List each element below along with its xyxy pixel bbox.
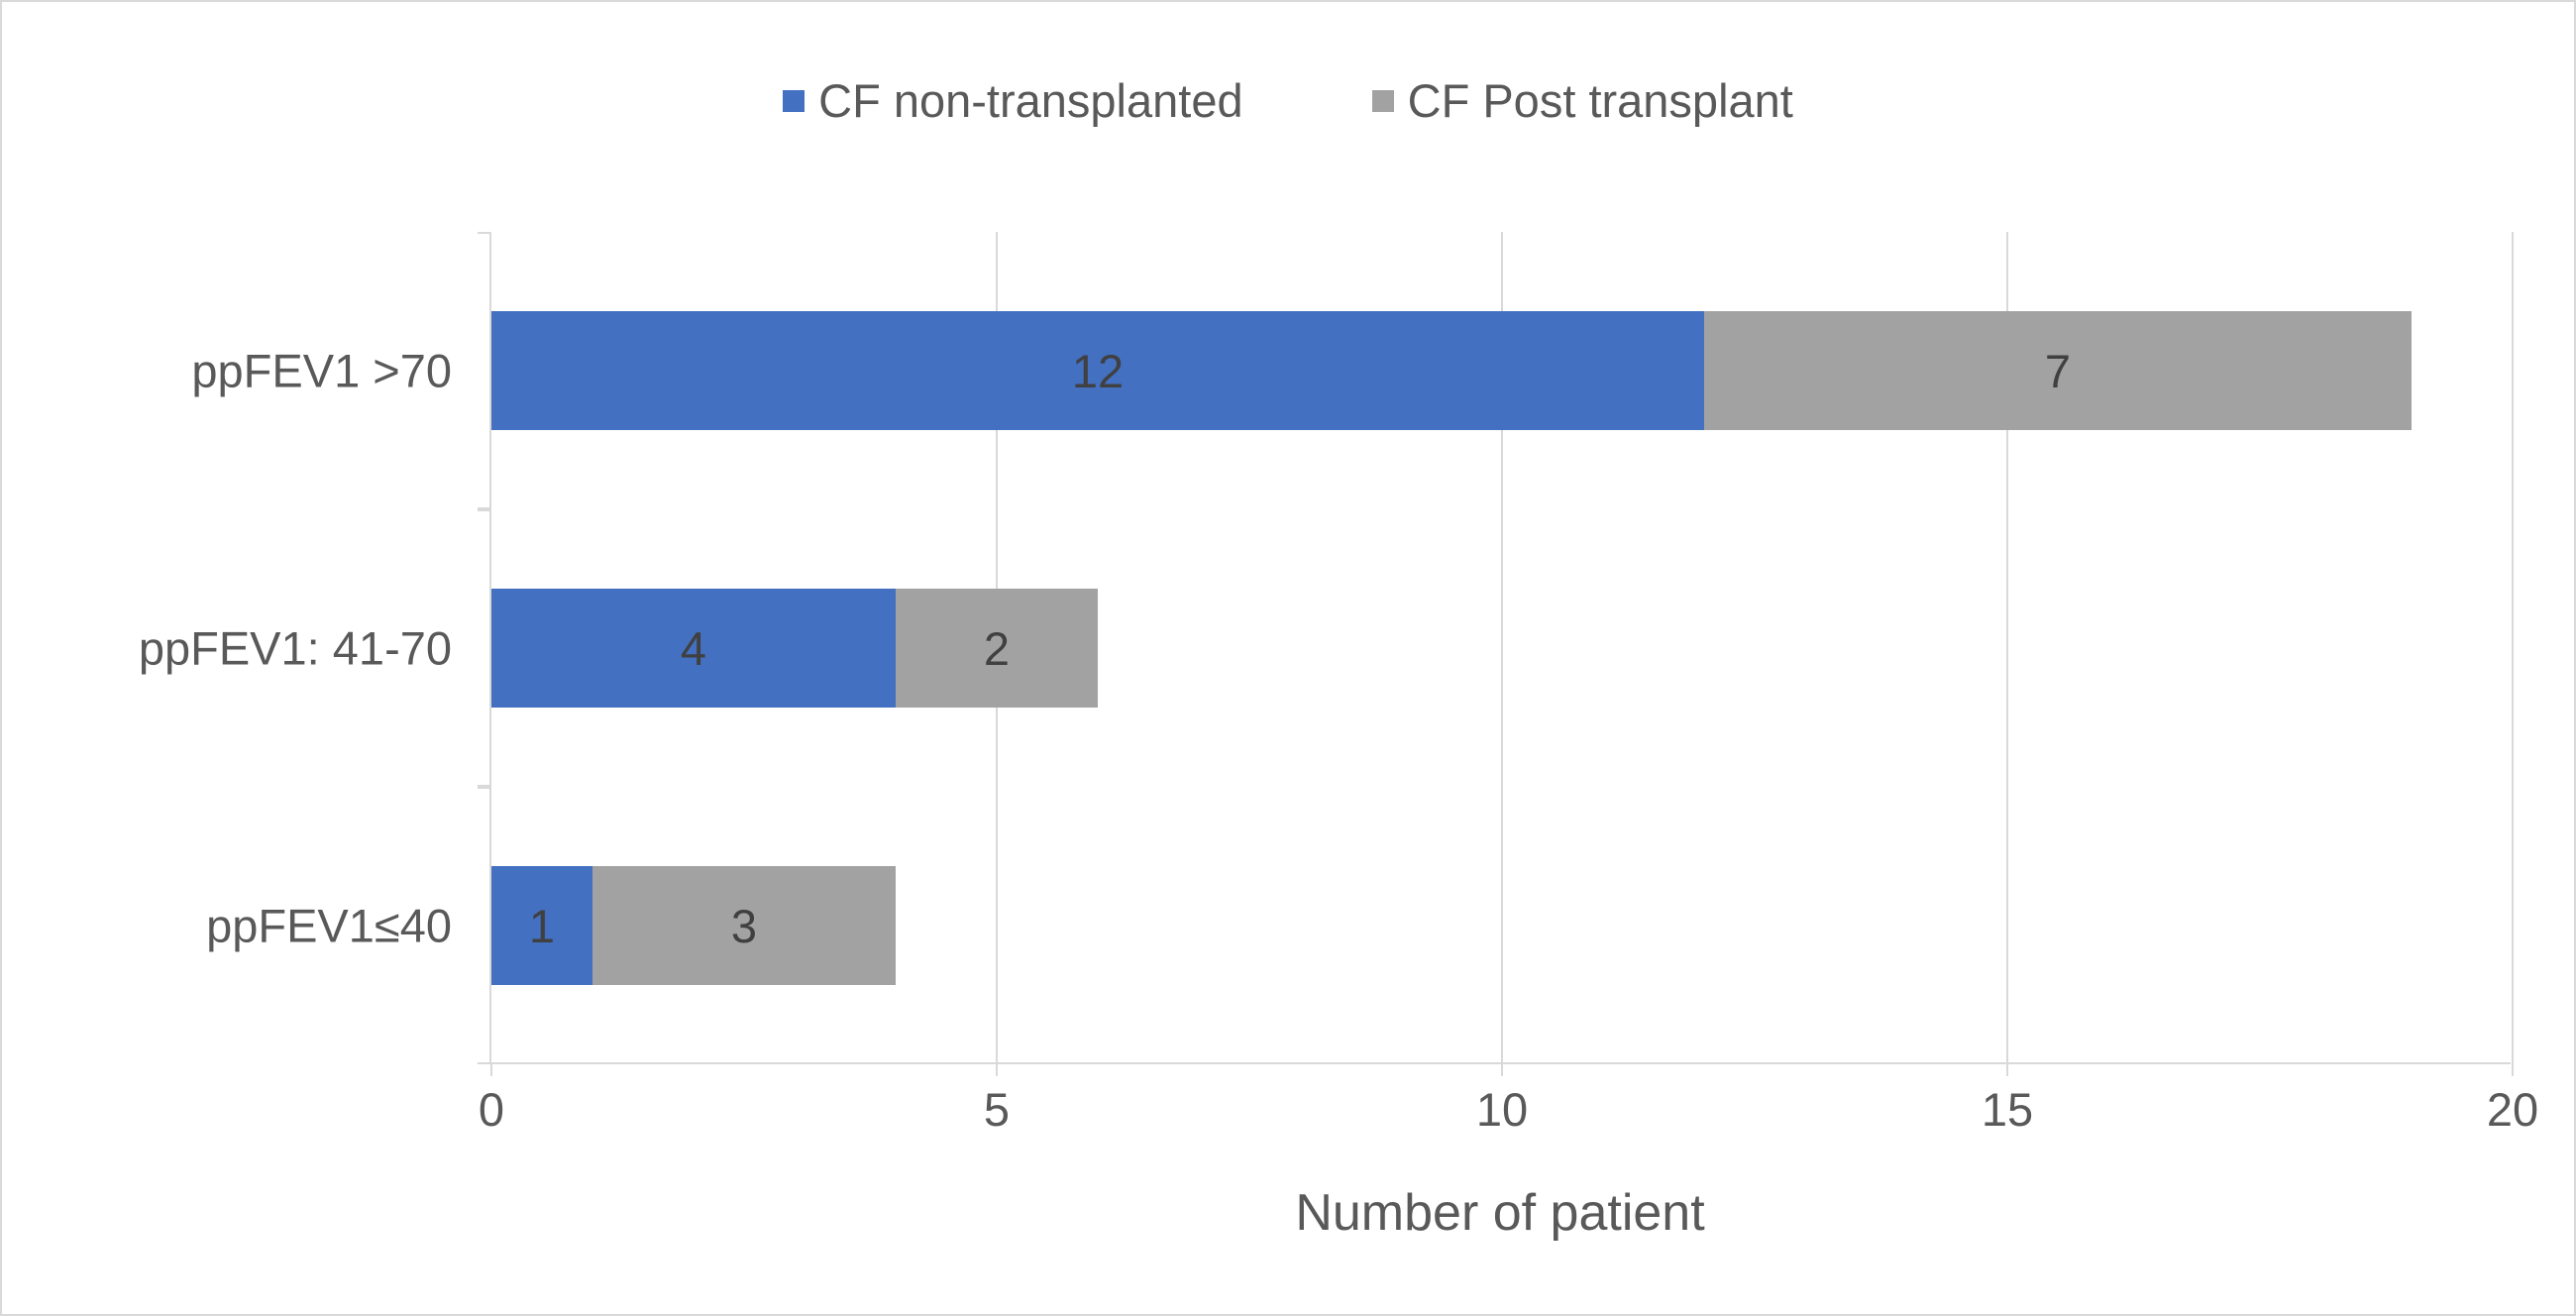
x-tick-label: 15	[1982, 1082, 2033, 1137]
x-tick	[490, 1062, 492, 1076]
x-tick	[2006, 1062, 2008, 1076]
bar-segment-s1: 1	[491, 866, 592, 985]
bar-segment-s2: 7	[1704, 311, 2412, 430]
x-tick	[2512, 1062, 2514, 1076]
bar-value: 3	[731, 899, 757, 953]
bar-segment-s2: 2	[896, 589, 1098, 708]
category-label: ppFEV1: 41-70	[139, 621, 491, 676]
bar-row: 1 3	[491, 866, 896, 985]
legend: CF non-transplanted CF Post transplant	[34, 73, 2542, 128]
legend-label-s1: CF non-transplanted	[818, 73, 1242, 128]
gridline	[2512, 232, 2514, 1062]
bar-row: 12 7	[491, 311, 2412, 430]
x-tick-label: 5	[984, 1082, 1010, 1137]
legend-item-s2: CF Post transplant	[1372, 73, 1793, 128]
category-label: ppFEV1 >70	[191, 344, 491, 398]
y-tick	[478, 787, 491, 789]
x-tick-label: 20	[2487, 1082, 2538, 1137]
legend-label-s2: CF Post transplant	[1408, 73, 1793, 128]
y-tick	[478, 509, 491, 511]
bar-segment-s1: 4	[491, 589, 896, 708]
legend-swatch-s1	[783, 90, 805, 112]
x-tick-label: 10	[1476, 1082, 1528, 1137]
x-axis-title: Number of patient	[1295, 1183, 1704, 1243]
chart-container: CF non-transplanted CF Post transplant 0…	[0, 0, 2576, 1316]
x-tick	[1501, 1062, 1503, 1076]
chart-inner: CF non-transplanted CF Post transplant 0…	[34, 34, 2542, 1282]
bar-segment-s1: 12	[491, 311, 1704, 430]
y-tick	[478, 232, 491, 234]
bar-row: 4 2	[491, 589, 1098, 708]
category-label: ppFEV1≤40	[206, 899, 491, 953]
bar-value: 2	[984, 621, 1010, 676]
x-tick-label: 0	[479, 1082, 504, 1137]
bar-value: 4	[681, 621, 706, 676]
y-tick	[478, 1062, 491, 1064]
bar-value: 12	[1072, 344, 1124, 398]
plot-area: 0 5 10 15 20 ppFEV1 >70 12	[489, 232, 2511, 1064]
legend-swatch-s2	[1372, 90, 1394, 112]
bar-value: 7	[2045, 344, 2071, 398]
legend-item-s1: CF non-transplanted	[783, 73, 1242, 128]
bar-segment-s2: 3	[592, 866, 896, 985]
bar-value: 1	[529, 899, 555, 953]
x-tick	[996, 1062, 998, 1076]
